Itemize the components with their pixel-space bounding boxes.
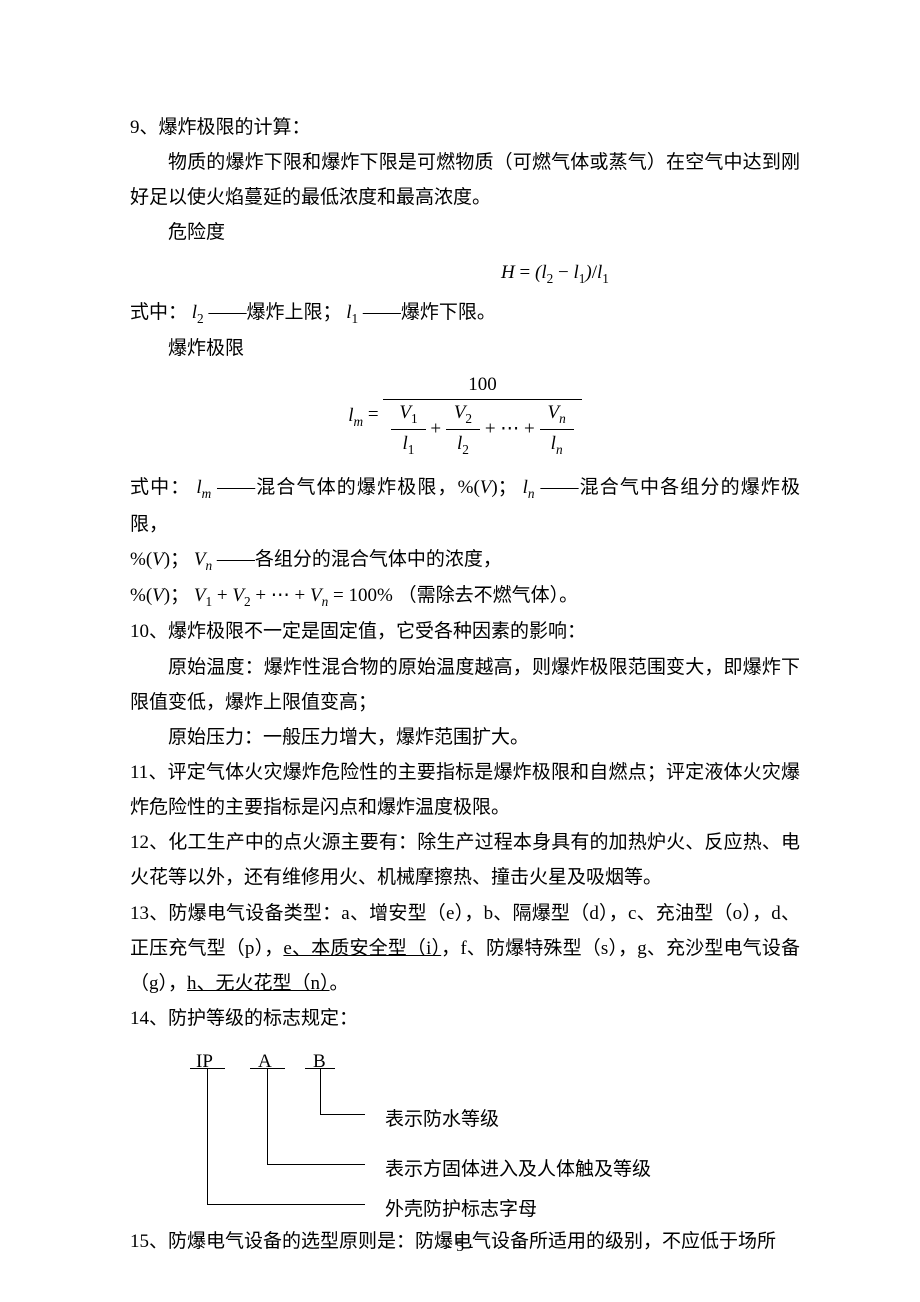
eq-lm-numerator: 100 — [383, 374, 581, 400]
equation-H: H = (l2 − l1)/l1 — [130, 255, 800, 291]
item-10-p1: 原始温度：爆炸性混合物的原始温度越高，则爆炸极限范围变大，即爆炸下限值变低，爆炸… — [130, 650, 800, 720]
item-13: 13、防爆电气设备类型：a、增安型（e），b、隔爆型（d），c、充油型（o），d… — [130, 896, 800, 1001]
item-11: 11、评定气体火灾爆炸危险性的主要指标是爆炸极限和自燃点；评定液体火灾爆炸危险性… — [130, 755, 800, 825]
label-Vn: ——各组分的混合气体中的浓度， — [217, 549, 502, 570]
sym-V1: V — [480, 477, 492, 498]
label-l2: ——爆炸上限； — [208, 302, 341, 323]
item-12: 12、化工生产中的点火源主要有：除生产过程本身具有的加热炉火、反应热、电火花等以… — [130, 825, 800, 895]
equation-lm: lm = 100 V1l1 + V2l2 + ⋯ + Vnln — [130, 374, 800, 458]
ip-hline-A — [267, 1164, 365, 1165]
ip-col-A: A — [258, 1044, 272, 1079]
item-9-label-H: 危险度 — [130, 215, 800, 250]
label-lm: ——混合气体的爆炸极限，%( — [217, 477, 480, 498]
item-10-p2: 原始压力：一般压力增大，爆炸范围扩大。 — [130, 720, 800, 755]
ip-text-IP: 外壳防护标志字母 — [385, 1192, 537, 1227]
equation-sumV: %(V)； V1 + V2 + ⋯ + Vn = 100% （需除去不燃气体）。 — [130, 578, 800, 614]
item-10-head: 10、爆炸极限不一定是固定值，它受各种因素的影响： — [130, 614, 800, 649]
ip-text-B: 表示防水等级 — [385, 1102, 499, 1137]
ip-vline-IP — [207, 1068, 208, 1204]
equation-H-explain: 式中： l2 ——爆炸上限； l1 ——爆炸下限。 — [130, 295, 800, 331]
ip-vline-B — [320, 1068, 321, 1114]
item-13-u2: h、无火花型（n） — [187, 973, 330, 994]
item-9-label-lm: 爆炸极限 — [130, 331, 800, 366]
item-9-head: 9、爆炸极限的计算： — [130, 110, 800, 145]
equation-lm-explain-2: %(V)； Vn ——各组分的混合气体中的浓度， — [130, 542, 800, 578]
sym-V3: V — [152, 585, 164, 606]
item-14-head: 14、防护等级的标志规定： — [130, 1001, 800, 1036]
label-shizong2: 式中： — [130, 477, 190, 498]
ip-hline-B — [320, 1114, 365, 1115]
ip-col-IP: IP — [196, 1044, 213, 1079]
page-number: - 5 - — [0, 1232, 920, 1262]
document-page: 9、爆炸极限的计算： 物质的爆炸下限和爆炸下限是可燃物质（可燃气体或蒸气）在空气… — [0, 0, 920, 1302]
item-9-p1: 物质的爆炸下限和爆炸下限是可燃物质（可燃气体或蒸气）在空气中达到刚好足以使火焰蔓… — [130, 145, 800, 215]
ip-text-A: 表示方固体进入及人体触及等级 — [385, 1152, 651, 1187]
ip-hline-IP — [207, 1204, 365, 1205]
item-13-tail: 。 — [330, 973, 349, 994]
sym-V2: V — [152, 549, 164, 570]
label-shizong: 式中： — [130, 302, 187, 323]
ip-rating-diagram: IP A B 表示防水等级 表示方固体进入及人体触及等级 外壳防护标志字母 — [190, 1044, 800, 1224]
ip-vline-A — [267, 1068, 268, 1164]
note-sumV: （需除去不燃气体）。 — [398, 585, 579, 606]
item-13-u1: e、本质安全型（i） — [283, 938, 441, 959]
unit-tail1: )； — [491, 477, 516, 498]
equation-lm-explain-1: 式中： lm ——混合气体的爆炸极限，%(V)； ln ——混合气中各组分的爆炸… — [130, 470, 800, 542]
label-l1: ——爆炸下限。 — [363, 302, 496, 323]
unit-tail2: )； — [164, 549, 189, 570]
